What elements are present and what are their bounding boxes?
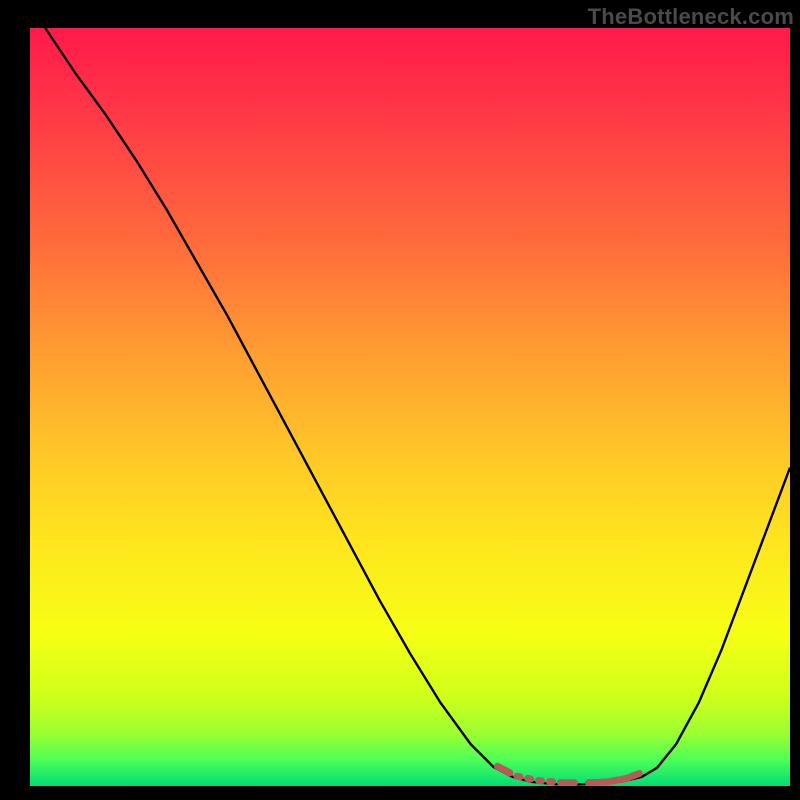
valley-marker-line <box>497 766 644 783</box>
watermark-text: TheBottleneck.com <box>588 4 794 30</box>
curve-main-line <box>45 28 790 784</box>
chart-container: TheBottleneck.com <box>0 0 800 800</box>
curve-svg <box>30 28 790 786</box>
plot-area <box>30 28 790 786</box>
